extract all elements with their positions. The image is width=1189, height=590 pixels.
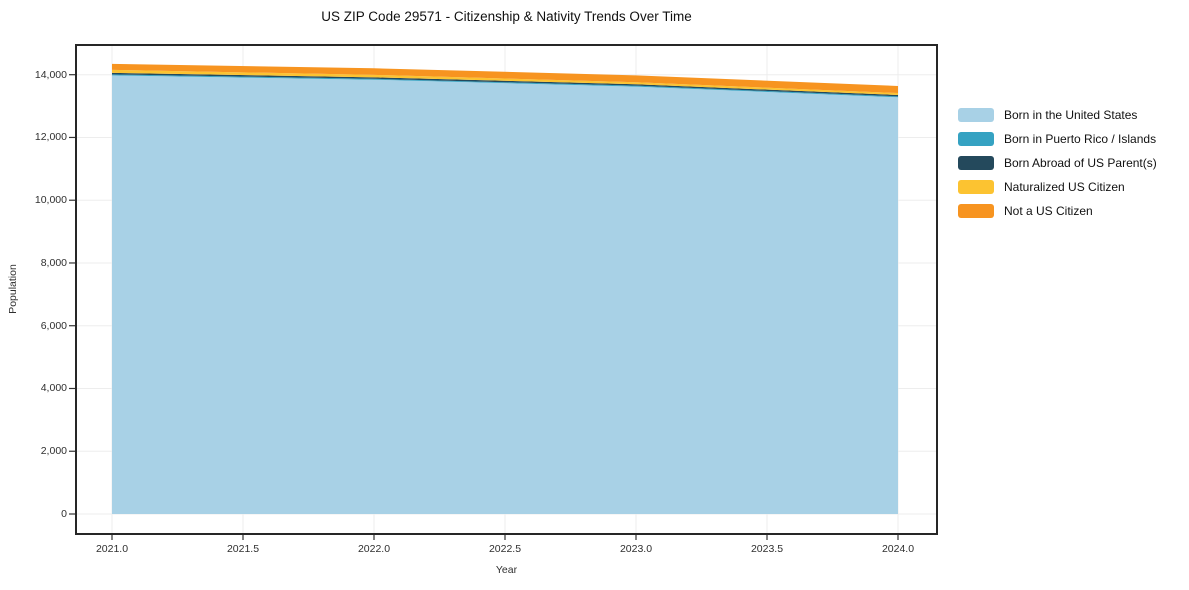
x-tick-label-2024.0: 2024.0 — [881, 543, 915, 555]
y-tick-label-12,000: 12,000 — [34, 131, 67, 144]
legend-swatch-born-in-puerto-rico-islands — [958, 132, 994, 146]
y-tick-label-4,000: 4,000 — [40, 382, 67, 395]
legend-swatch-not-a-us-citizen — [958, 204, 994, 218]
legend-label-born-in-puerto-rico-islands: Born in Puerto Rico / Islands — [1004, 132, 1157, 146]
legend-label-not-a-us-citizen: Not a US Citizen — [1004, 204, 1093, 218]
y-tick-label-6,000: 6,000 — [40, 319, 67, 332]
x-tick-label-2021.0: 2021.0 — [95, 543, 129, 555]
legend-item-not-a-us-citizen[interactable]: Not a US Citizen — [958, 204, 1157, 218]
legend-swatch-born-abroad-of-us-parent-s — [958, 156, 994, 170]
series-area-born-abroad-of-us-parent-s — [112, 72, 898, 97]
legend-label-naturalized-us-citizen: Naturalized US Citizen — [1004, 180, 1125, 194]
series-area-naturalized-us-citizen — [112, 69, 898, 95]
legend-item-naturalized-us-citizen[interactable]: Naturalized US Citizen — [958, 180, 1157, 194]
x-tick-label-2022.0: 2022.0 — [357, 543, 391, 555]
series-area-born-in-the-united-states — [112, 75, 898, 514]
legend-item-born-in-the-united-states[interactable]: Born in the United States — [958, 108, 1157, 122]
x-tick-label-2022.5: 2022.5 — [488, 543, 522, 555]
y-tick-label-0: 0 — [61, 508, 67, 520]
y-tick-label-10,000: 10,000 — [34, 194, 67, 207]
legend-swatch-born-in-the-united-states — [958, 108, 994, 122]
x-tick-label-2021.5: 2021.5 — [226, 543, 260, 555]
plot-area[interactable] — [69, 44, 938, 540]
y-tick-label-14,000: 14,000 — [34, 68, 67, 81]
legend-swatch-naturalized-us-citizen — [958, 180, 994, 194]
legend-item-born-in-puerto-rico-islands[interactable]: Born in Puerto Rico / Islands — [958, 132, 1157, 146]
x-axis-title: Year — [495, 564, 518, 576]
legend-item-born-abroad-of-us-parent-s[interactable]: Born Abroad of US Parent(s) — [958, 156, 1157, 170]
plot-border — [75, 44, 938, 535]
y-axis-title: Population — [7, 264, 19, 314]
legend-label-born-in-the-united-states: Born in the United States — [1004, 108, 1138, 122]
x-tick-label-2023.0: 2023.0 — [619, 543, 653, 555]
series-area-not-a-us-citizen — [112, 63, 898, 94]
y-tick-label-8,000: 8,000 — [40, 256, 67, 269]
x-tick-label-2023.5: 2023.5 — [750, 543, 784, 555]
chart-title: US ZIP Code 29571 - Citizenship & Nativi… — [321, 9, 692, 24]
legend-label-born-abroad-of-us-parent-s: Born Abroad of US Parent(s) — [1004, 156, 1157, 170]
y-tick-label-2,000: 2,000 — [40, 445, 67, 458]
legend: Born in the United States Born in Puerto … — [958, 108, 1157, 218]
